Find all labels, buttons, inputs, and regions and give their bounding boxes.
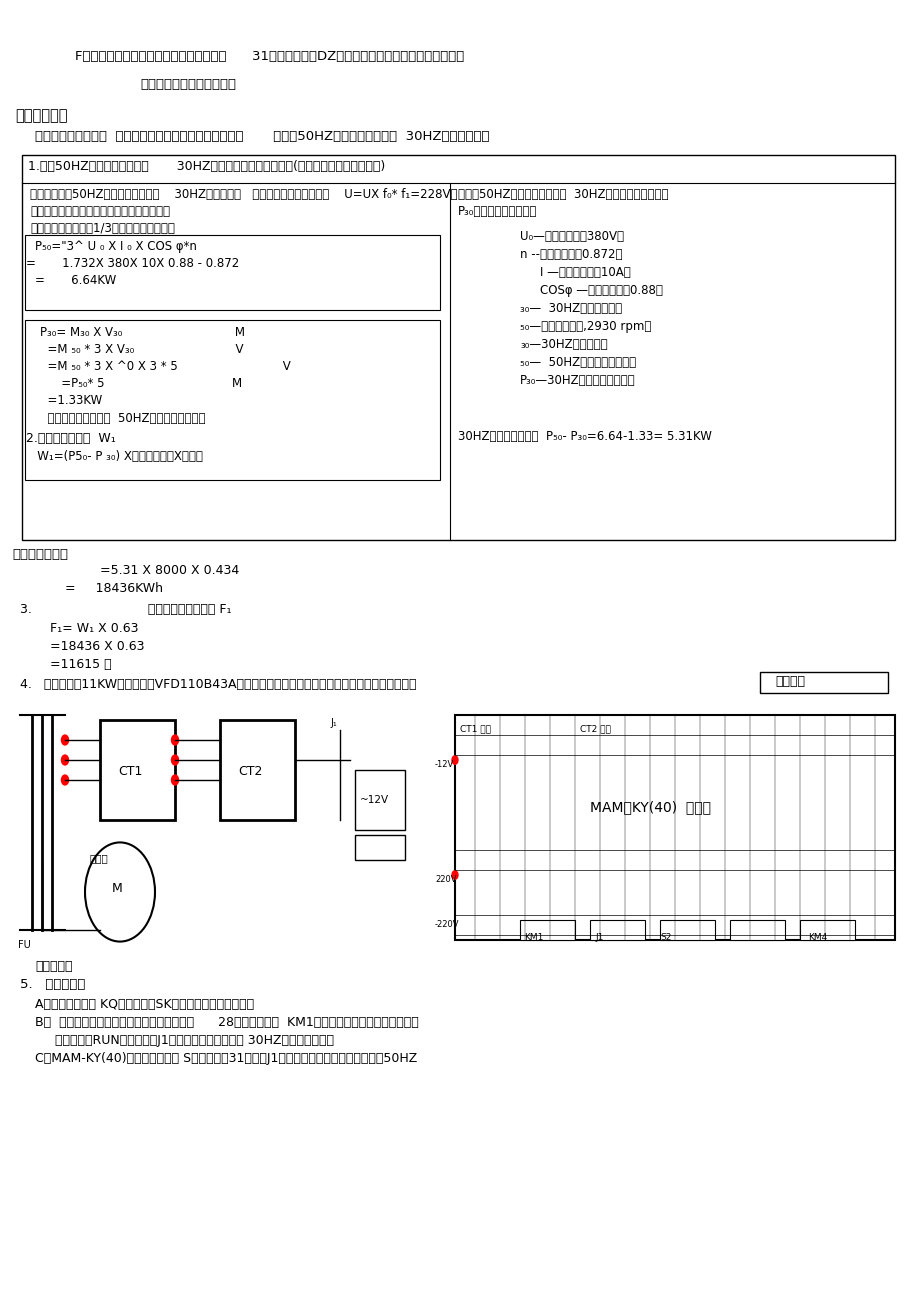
- Bar: [355, 770, 404, 830]
- Bar: [25, 235, 439, 310]
- Text: CT1 输入: CT1 输入: [460, 724, 491, 734]
- Text: P₅₀="3^ U ₀ X I ₀ X COS φ*n: P₅₀="3^ U ₀ X I ₀ X COS φ*n: [35, 240, 197, 253]
- Text: 通过以上原理分析，  设想改变空压机空载时的工作方式，       由工频50HZ空载运行改为变频  30HZ空载运行以达: 通过以上原理分析， 设想改变空压机空载时的工作方式， 由工频50HZ空载运行改为…: [35, 130, 489, 143]
- Text: 2.年节约空载损耗  W₁: 2.年节约空载损耗 W₁: [26, 433, 116, 446]
- Text: 我们都知道电压的平方正比于电机输出力矩，: 我们都知道电压的平方正比于电机输出力矩，: [30, 205, 170, 218]
- Circle shape: [62, 735, 68, 745]
- Text: S2: S2: [659, 933, 671, 942]
- Circle shape: [171, 775, 178, 784]
- Bar: [800, 920, 854, 939]
- Bar: [100, 721, 175, 820]
- Text: =1.33KW: =1.33KW: [40, 394, 102, 407]
- Text: F、当气压低于设定范围下限时，控制回路      31得电，电磁阀DZ动作使伺服汽缸打开，空压机又开始: F、当气压低于设定范围下限时，控制回路 31得电，电磁阀DZ动作使伺服汽缸打开，…: [75, 50, 464, 63]
- Text: 当电机由工频50HZ空载运行改为变频    30HZ空载运行后   定子绕组所承受的相电压    U=UX f₀* f₁=228V，: 当电机由工频50HZ空载运行改为变频 30HZ空载运行后 定子绕组所承受的相电压…: [30, 188, 457, 201]
- Bar: [589, 920, 644, 939]
- Circle shape: [85, 843, 154, 942]
- Text: KM1: KM1: [524, 933, 543, 942]
- Text: -12V: -12V: [435, 760, 454, 769]
- Text: 按下变频器RUN按键，因为J1常闭触点闭合，电机以 30HZ频率启动运行；: 按下变频器RUN按键，因为J1常闭触点闭合，电机以 30HZ频率启动运行；: [55, 1035, 334, 1048]
- Bar: [220, 721, 295, 820]
- Text: 故工频50HZ空载运行改为变频  30HZ空载运行后电机输出: 故工频50HZ空载运行改为变频 30HZ空载运行后电机输出: [458, 188, 668, 201]
- Text: 30HZ空载运行能节约  P₅₀- P₃₀=6.64-1.33= 5.31KW: 30HZ空载运行能节约 P₅₀- P₃₀=6.64-1.33= 5.31KW: [458, 430, 711, 443]
- Text: MAM－KY(40)  控制器: MAM－KY(40) 控制器: [589, 800, 710, 814]
- Bar: [25, 321, 439, 480]
- Text: 变频器: 变频器: [90, 853, 108, 863]
- Circle shape: [171, 754, 178, 765]
- Text: =M ₅₀ * 3 X ^0 X 3 * 5                            V: =M ₅₀ * 3 X ^0 X 3 * 5 V: [40, 360, 290, 373]
- Text: 220V: 220V: [435, 876, 456, 883]
- Text: I —空载电流，取10A；: I —空载电流，取10A；: [539, 266, 630, 279]
- Circle shape: [62, 775, 68, 784]
- Text: P₃₀—30HZ时输出空载功率；: P₃₀—30HZ时输出空载功率；: [519, 374, 635, 387]
- Bar: [759, 672, 887, 693]
- Circle shape: [451, 756, 458, 765]
- Text: U₀—电源电压，取380V；: U₀—电源电压，取380V；: [519, 231, 623, 242]
- Text: =5.31 X 8000 X 0.434: =5.31 X 8000 X 0.434: [100, 564, 239, 577]
- Text: =11615 元: =11615 元: [50, 658, 111, 671]
- Text: C经MAM-KY(40)控制器内部延时 S，控制回路31得电，J1常闭断开、常开闭合，电机转为50HZ: C经MAM-KY(40)控制器内部延时 S，控制回路31得电，J1常闭断开、常开…: [35, 1052, 417, 1065]
- Text: B、  按下控制面板上的启动按钮，控制回路中      28得电，接触器  KM1吸合其主触点闭合变频器得电，: B、 按下控制面板上的启动按钮，控制回路中 28得电，接触器 KM1吸合其主触点…: [35, 1016, 418, 1029]
- Text: =     18436KWh: = 18436KWh: [65, 582, 163, 595]
- Text: W₁=(P5₀- P ₃₀) X年总运行时间X空载率: W₁=(P5₀- P ₃₀) X年总运行时间X空载率: [26, 450, 203, 463]
- Circle shape: [451, 870, 458, 880]
- Text: =P₅₀* 5                                  M: =P₅₀* 5 M: [50, 377, 242, 390]
- Bar: [519, 920, 574, 939]
- Text: A、合上电源开关 KQ、钥匙开关SK，给主、控制电路送电；: A、合上电源开关 KQ、钥匙开关SK，给主、控制电路送电；: [35, 998, 254, 1011]
- Text: ₅₀—电机工频转数,2930 rpm；: ₅₀—电机工频转数,2930 rpm；: [519, 321, 651, 334]
- Text: ₃₀—30HZ电机转数；: ₃₀—30HZ电机转数；: [519, 337, 607, 351]
- Text: J1: J1: [595, 933, 603, 942]
- Bar: [22, 155, 894, 539]
- Text: 1.工频50HZ空载运行改为变频       30HZ空载运行节能的原理分析(变频器工作方式恒压频比): 1.工频50HZ空载运行改为变频 30HZ空载运行节能的原理分析(变频器工作方式…: [28, 160, 385, 173]
- Text: 4.   主电路加装11KW台达变频器VFD110B43A一台，控制电路增加一个时间继电器和一个中间继电器: 4. 主电路加装11KW台达变频器VFD110B43A一台，控制电路增加一个时间…: [20, 678, 416, 691]
- Text: P₃₀可按以下公式计算：: P₃₀可按以下公式计算：: [458, 205, 537, 218]
- Text: 三、改善方案: 三、改善方案: [15, 108, 67, 122]
- Text: =M ₅₀ * 3 X V₃₀                           V: =M ₅₀ * 3 X V₃₀ V: [40, 343, 244, 356]
- Text: 到节能的目的。: 到节能的目的。: [12, 549, 68, 562]
- Bar: [729, 920, 784, 939]
- Text: 5.   工作原理：: 5. 工作原理：: [20, 979, 85, 992]
- Bar: [355, 835, 404, 860]
- Text: F₁= W₁ X 0.63: F₁= W₁ X 0.63: [50, 622, 139, 635]
- Text: =       6.64KW: = 6.64KW: [35, 274, 116, 287]
- Text: 力矩变成接近原来的1/3，变频空载功率损耗: 力矩变成接近原来的1/3，变频空载功率损耗: [30, 222, 175, 235]
- Text: ₅₀—  50HZ工频时输出力矩；: ₅₀— 50HZ工频时输出力矩；: [519, 356, 635, 369]
- Bar: [455, 715, 894, 939]
- Text: FU: FU: [18, 939, 30, 950]
- Text: CT1: CT1: [118, 765, 142, 778]
- Text: KM4: KM4: [807, 933, 826, 942]
- Text: 如下图所示: 如下图所示: [35, 960, 73, 973]
- Text: -220V: -220V: [435, 920, 459, 929]
- Text: 3.                             年节约空载损耗费用 F₁: 3. 年节约空载损耗费用 F₁: [20, 603, 232, 616]
- Text: J₁: J₁: [330, 718, 336, 728]
- Text: CT2: CT2: [238, 765, 262, 778]
- Text: P₃₀= M₃₀ X V₃₀                              M: P₃₀= M₃₀ X V₃₀ M: [40, 326, 244, 339]
- Text: M: M: [112, 882, 122, 895]
- Text: CT2 输入: CT2 输入: [579, 724, 610, 734]
- Text: =       1.732X 380X 10X 0.88 - 0.872: = 1.732X 380X 10X 0.88 - 0.872: [26, 257, 239, 270]
- Text: ₃₀—  30HZ时输出力矩；: ₃₀— 30HZ时输出力矩；: [519, 302, 621, 315]
- Text: =18436 X 0.63: =18436 X 0.63: [50, 640, 144, 653]
- Circle shape: [171, 735, 178, 745]
- Text: 负载运行，如此周而复始。: 负载运行，如此周而复始。: [140, 78, 236, 91]
- Text: 通过以上计算，工频  50HZ空载运行改为变频: 通过以上计算，工频 50HZ空载运行改为变频: [40, 412, 205, 425]
- Text: 电路设计: 电路设计: [774, 675, 804, 688]
- Bar: [659, 920, 714, 939]
- Text: ~12V: ~12V: [359, 795, 389, 805]
- Text: n --电机效率，取0.872；: n --电机效率，取0.872；: [519, 248, 622, 261]
- Circle shape: [62, 754, 68, 765]
- Text: COSφ —功率因数，取0.88；: COSφ —功率因数，取0.88；: [539, 284, 663, 297]
